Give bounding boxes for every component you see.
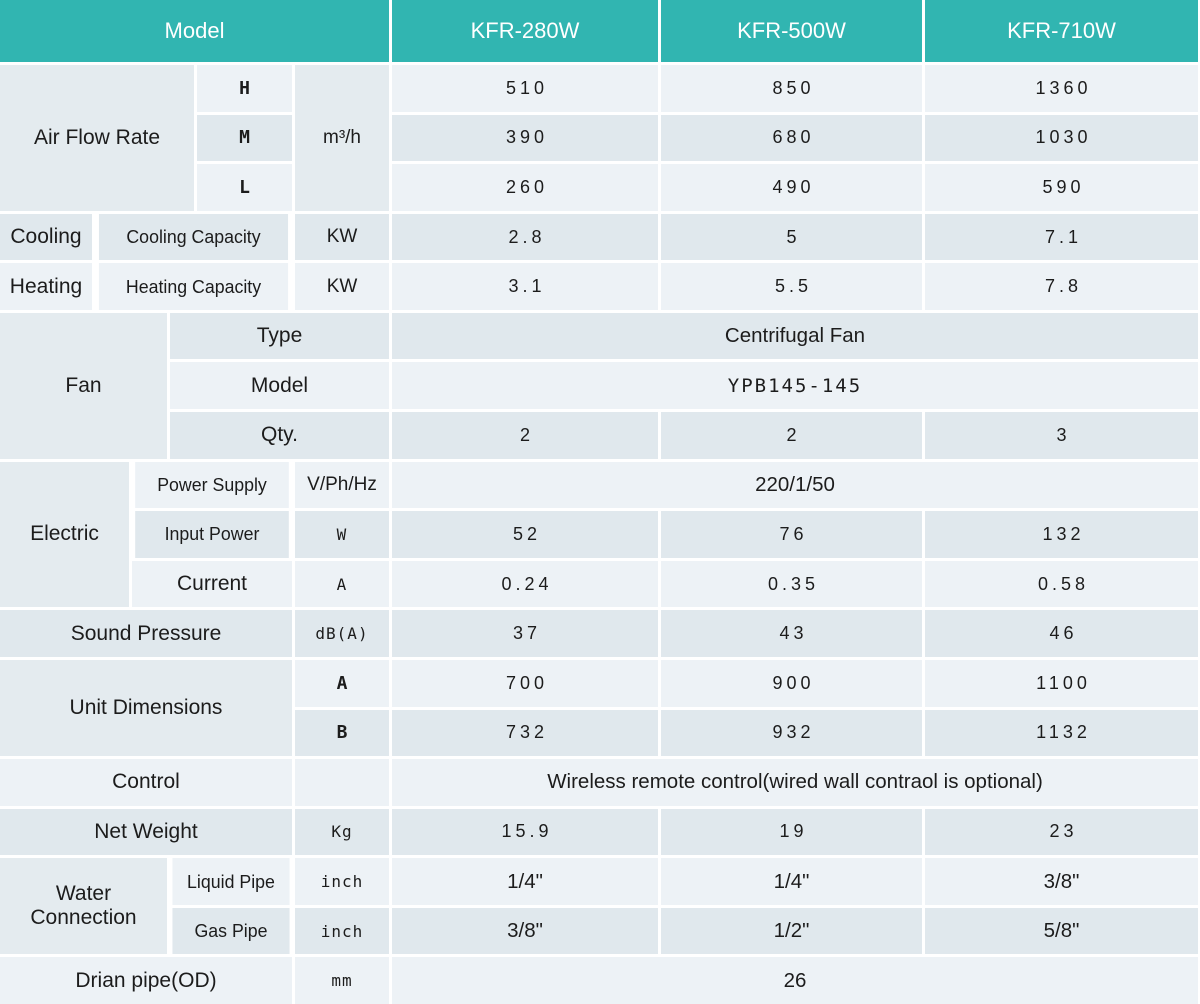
dimension-a-value-710w: 1100 [925,659,1198,707]
liquid-pipe-value-500w: 1/4" [661,858,922,905]
airflow-speed-h-label: H [197,65,292,112]
unit-dimensions-label-cell: Unit Dimensions [0,659,292,757]
sound-pressure-unit-cell: dB(A) [295,610,389,657]
fan-qty-label-cell: Qty. [170,412,389,459]
cooling-label-cell: Cooling [0,213,92,261]
cooling-value-280w: 2.8 [392,213,658,261]
net-weight-unit-cell: Kg [295,808,389,856]
liquid-pipe-value-280w: 1/4" [392,858,658,905]
airflow-speed-l-label: L [197,164,292,211]
gas-pipe-label-cell: Gas Pipe [172,907,290,955]
airflow-h-value-280w: 510 [392,65,658,112]
sound-pressure-value-500w: 43 [661,610,922,657]
input-power-unit-cell: W [295,511,389,558]
fan-qty-value-280w: 2 [392,412,658,459]
gas-pipe-value-280w: 3/8" [392,907,658,955]
gas-pipe-value-500w: 1/2" [661,907,922,955]
airflow-h-value-500w: 850 [661,65,922,112]
heating-capacity-label-cell: Heating Capacity [98,263,289,310]
heating-value-710w: 7.8 [925,263,1198,310]
cooling-capacity-label-cell: Cooling Capacity [98,213,289,261]
dimension-b-value-500w: 932 [661,709,922,757]
dimension-b-value-280w: 732 [392,709,658,757]
gas-pipe-value-710w: 5/8" [925,907,1198,955]
heating-value-500w: 5.5 [661,263,922,310]
sound-pressure-value-710w: 46 [925,610,1198,657]
fan-label-cell: Fan [0,312,167,459]
water-connection-label-cell: Water Connection [0,858,167,955]
input-power-label-cell: Input Power [135,511,289,558]
dimension-b-label-cell: B [295,709,389,757]
current-value-710w: 0.58 [925,560,1198,608]
control-unit-cell [295,759,389,806]
drain-pipe-unit-cell: mm [295,957,389,1004]
dimension-a-value-280w: 700 [392,659,658,707]
power-supply-unit-cell: V/Ph/Hz [295,461,389,509]
airflow-m-value-710w: 1030 [925,114,1198,162]
cooling-value-710w: 7.1 [925,213,1198,261]
input-power-value-500w: 76 [661,511,922,558]
airflow-l-value-710w: 590 [925,164,1198,211]
fan-qty-value-710w: 3 [925,412,1198,459]
airflow-l-value-280w: 260 [392,164,658,211]
airflow-m-value-280w: 390 [392,114,658,162]
net-weight-value-500w: 19 [661,808,922,856]
liquid-pipe-label-cell: Liquid Pipe [172,858,290,905]
input-power-value-710w: 132 [925,511,1198,558]
net-weight-value-710w: 23 [925,808,1198,856]
gas-pipe-unit-cell: inch [295,907,389,955]
net-weight-value-280w: 15.9 [392,808,658,856]
fan-qty-value-500w: 2 [661,412,922,459]
fan-type-value-cell: Centrifugal Fan [392,312,1198,360]
airflow-l-value-500w: 490 [661,164,922,211]
liquid-pipe-value-710w: 3/8" [925,858,1198,905]
airflow-h-value-710w: 1360 [925,65,1198,112]
airflow-unit-cell: m³/h [295,65,389,211]
cooling-value-500w: 5 [661,213,922,261]
dimension-b-value-710w: 1132 [925,709,1198,757]
fan-model-value-cell: YPB145-145 [392,362,1198,410]
heating-value-280w: 3.1 [392,263,658,310]
model-column-header-kfr-710w: KFR-710W [925,0,1198,62]
model-header-cell: Model [0,0,389,62]
model-column-header-kfr-280w: KFR-280W [392,0,658,62]
drain-pipe-label-cell: Drian pipe(OD) [0,957,292,1004]
drain-pipe-value-cell: 26 [392,957,1198,1004]
input-power-value-280w: 52 [392,511,658,558]
liquid-pipe-unit-cell: inch [295,858,389,905]
current-unit-cell: A [295,560,389,608]
model-column-header-kfr-500w: KFR-500W [661,0,922,62]
power-supply-label-cell: Power Supply [135,461,289,509]
sound-pressure-label-cell: Sound Pressure [0,610,292,657]
heating-label-cell: Heating [0,263,92,310]
airflow-speed-m-label: M [197,114,292,162]
current-value-500w: 0.35 [661,560,922,608]
heating-unit-cell: KW [295,263,389,310]
dimension-a-label-cell: A [295,659,389,707]
cooling-unit-cell: KW [295,213,389,261]
dimension-a-value-500w: 900 [661,659,922,707]
airflow-label-cell: Air Flow Rate [0,65,194,211]
fan-model-label-cell: Model [170,362,389,410]
control-value-cell: Wireless remote control(wired wall contr… [392,759,1198,806]
net-weight-label-cell: Net Weight [0,808,292,856]
fan-type-label-cell: Type [170,312,389,360]
sound-pressure-value-280w: 37 [392,610,658,657]
power-supply-value-cell: 220/1/50 [392,461,1198,509]
electric-label-cell: Electric [0,461,129,608]
current-label-cell: Current [132,560,292,608]
airflow-m-value-500w: 680 [661,114,922,162]
control-label-cell: Control [0,759,292,806]
current-value-280w: 0.24 [392,560,658,608]
